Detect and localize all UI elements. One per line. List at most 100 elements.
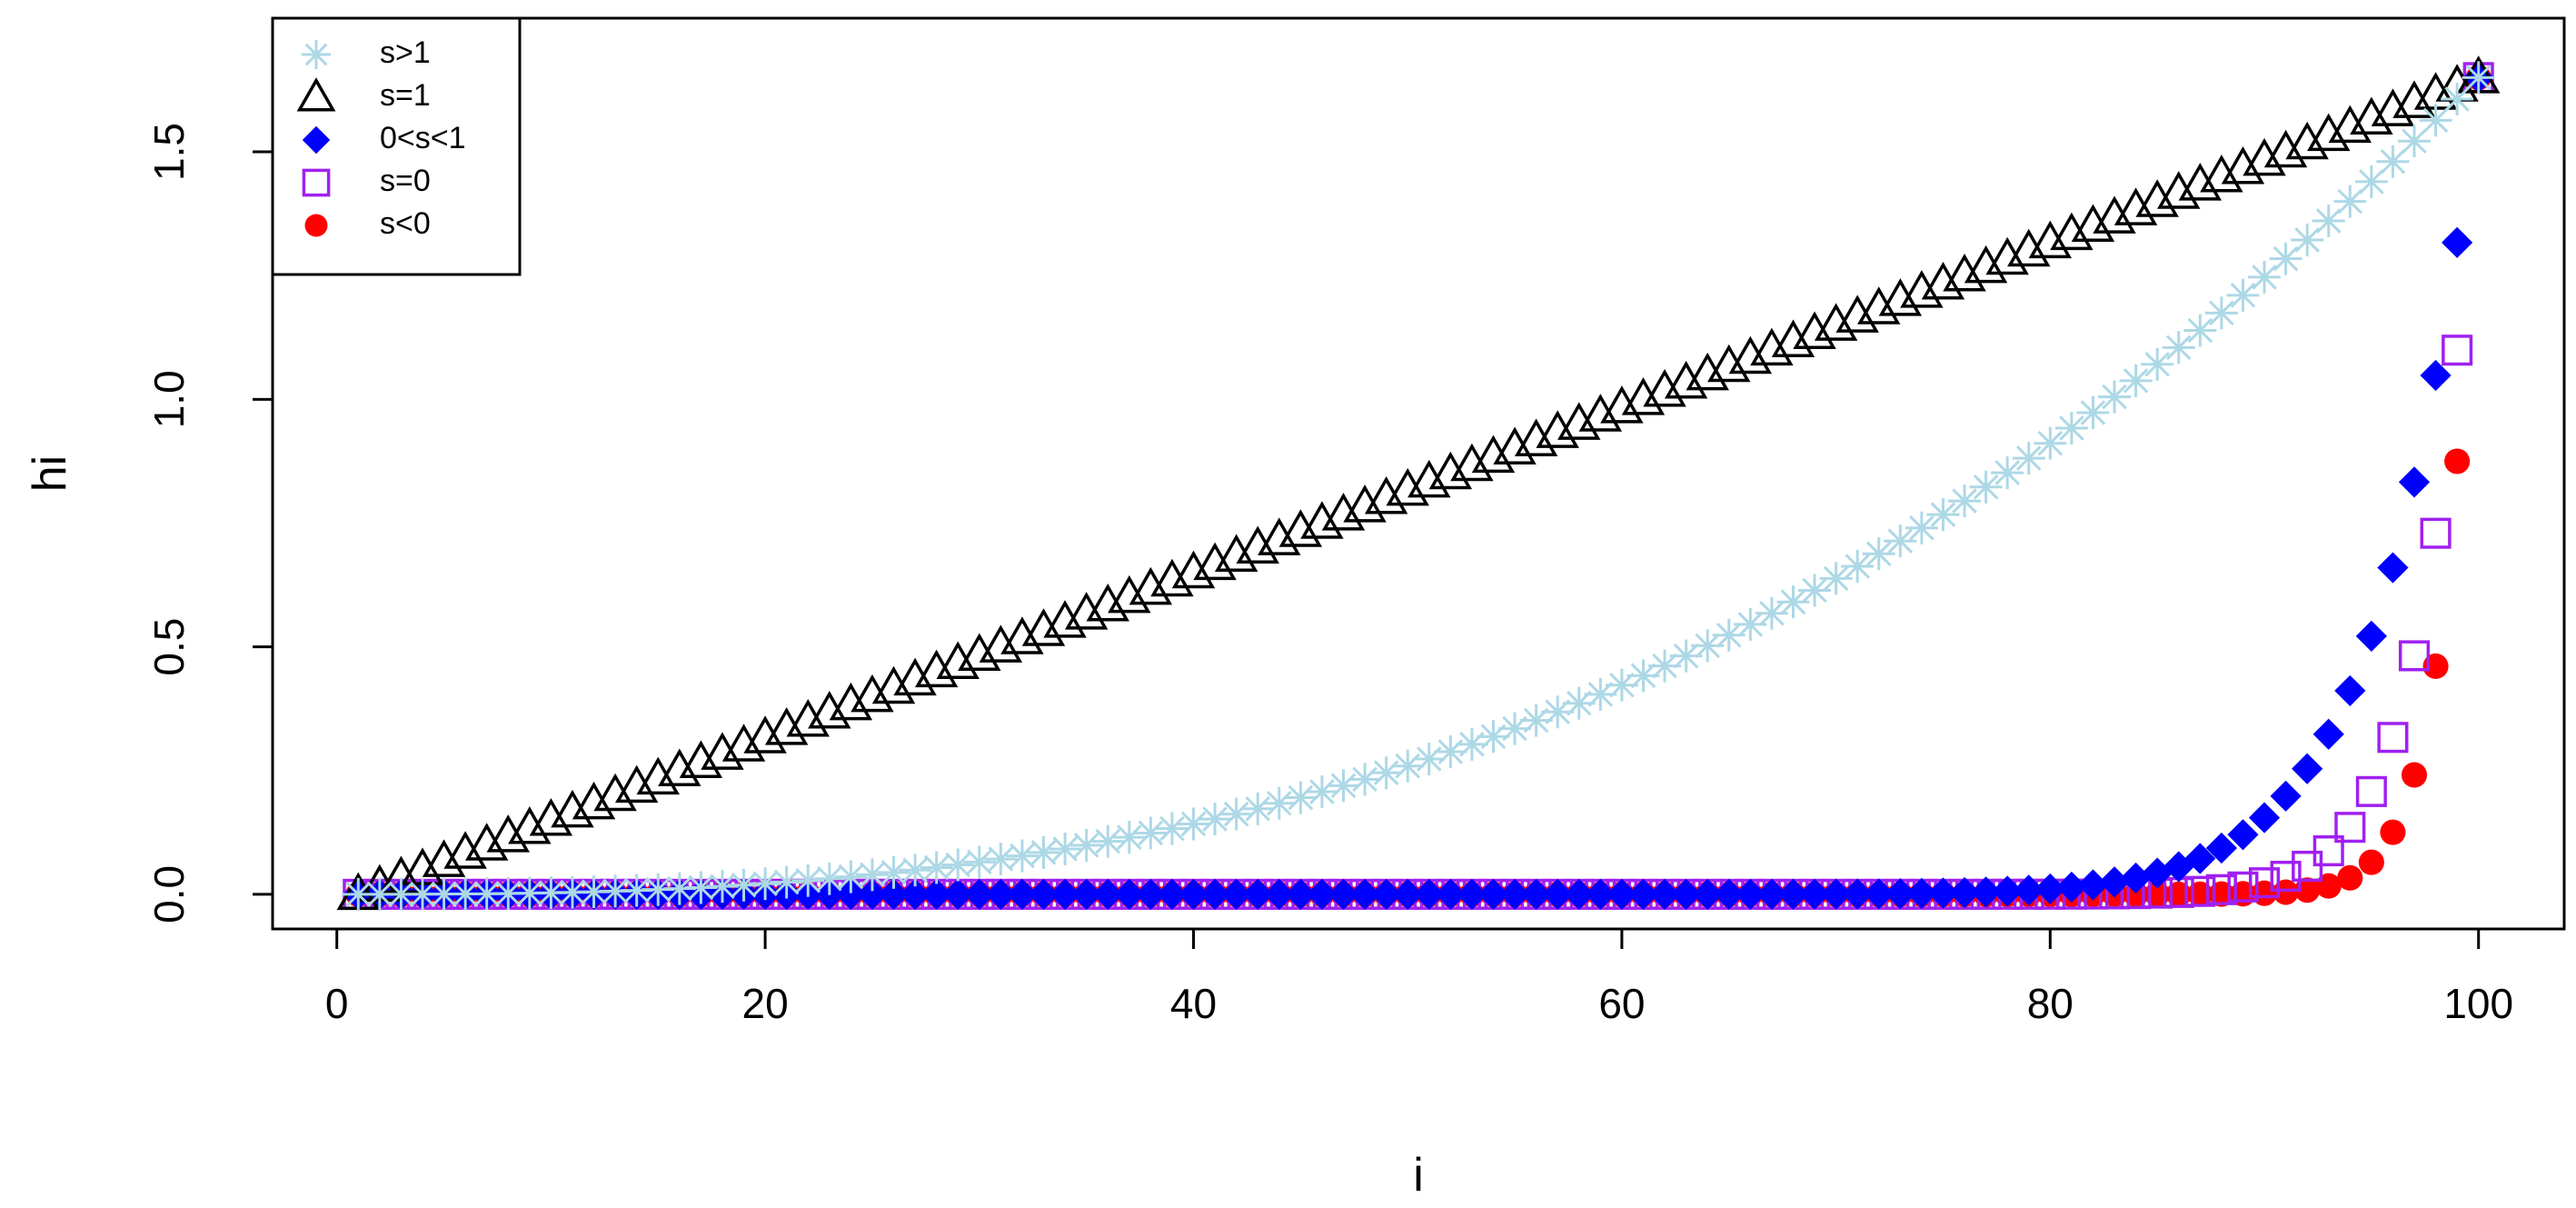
data-point bbox=[855, 858, 889, 892]
data-point bbox=[1643, 369, 1686, 407]
data-point bbox=[464, 823, 509, 861]
legend-marker bbox=[302, 40, 331, 69]
data-point bbox=[871, 665, 916, 704]
data-point bbox=[856, 878, 889, 910]
data-point bbox=[2054, 412, 2088, 445]
data-point bbox=[1284, 781, 1318, 814]
data-point bbox=[942, 878, 974, 910]
data-point bbox=[1241, 792, 1275, 825]
data-point bbox=[551, 789, 594, 828]
data-point bbox=[2419, 104, 2452, 137]
data-point bbox=[1905, 511, 1938, 544]
data-point bbox=[2028, 220, 2073, 259]
data-point bbox=[985, 878, 1017, 910]
data-point bbox=[984, 843, 1018, 876]
data-point bbox=[914, 649, 959, 688]
data-point bbox=[1005, 839, 1039, 873]
data-point bbox=[1477, 720, 1510, 754]
data-point bbox=[1455, 727, 1488, 761]
data-point bbox=[2398, 640, 2431, 672]
data-point bbox=[1150, 558, 1194, 597]
data-point bbox=[508, 806, 552, 844]
data-point bbox=[2200, 155, 2243, 193]
data-point bbox=[2162, 331, 2195, 364]
data-point bbox=[1263, 878, 1295, 910]
data-point bbox=[679, 740, 723, 778]
data-point bbox=[1991, 456, 2024, 490]
data-point bbox=[1220, 878, 1252, 910]
data-point bbox=[1755, 596, 1788, 630]
data-point bbox=[636, 756, 680, 795]
data-point bbox=[1985, 236, 2029, 275]
data-point bbox=[1514, 418, 1558, 456]
data-point bbox=[1793, 311, 1836, 349]
data-point bbox=[2377, 552, 2409, 584]
data-point bbox=[1885, 878, 1916, 910]
data-point bbox=[1328, 878, 1359, 910]
data-point bbox=[1814, 303, 1858, 341]
data-point bbox=[1692, 878, 1724, 910]
data-point bbox=[2034, 426, 2067, 460]
data-point bbox=[2333, 185, 2367, 218]
data-point bbox=[2157, 171, 2201, 209]
data-point bbox=[2270, 780, 2302, 812]
data-point bbox=[577, 875, 611, 909]
data-point bbox=[1456, 878, 1488, 910]
data-point bbox=[2120, 862, 2152, 894]
data-point bbox=[1943, 253, 1986, 292]
data-point bbox=[1113, 878, 1145, 910]
data-point bbox=[2350, 96, 2393, 135]
data-point bbox=[2248, 260, 2282, 294]
data-point bbox=[1049, 878, 1081, 910]
data-point bbox=[1370, 878, 1402, 910]
data-point bbox=[2055, 871, 2087, 904]
data-point bbox=[1450, 443, 1494, 482]
data-point bbox=[2292, 753, 2323, 784]
data-point bbox=[899, 854, 932, 887]
data-point bbox=[1049, 832, 1082, 865]
data-point bbox=[786, 699, 830, 737]
data-point bbox=[1198, 878, 1231, 910]
data-point bbox=[941, 848, 975, 882]
data-point bbox=[1498, 878, 1531, 910]
y-tick-label: 1.5 bbox=[145, 123, 193, 181]
data-point bbox=[1214, 534, 1258, 573]
data-point bbox=[1069, 828, 1103, 862]
data-point bbox=[486, 814, 530, 853]
data-point bbox=[1520, 878, 1552, 910]
data-point bbox=[1606, 878, 1638, 910]
data-point bbox=[1305, 775, 1338, 809]
data-point bbox=[1343, 484, 1387, 523]
data-point bbox=[1884, 524, 1917, 558]
data-point bbox=[900, 878, 931, 910]
data-point bbox=[1198, 803, 1232, 836]
data-point bbox=[1670, 878, 1702, 910]
data-point bbox=[1091, 824, 1125, 858]
x-tick-label: 20 bbox=[742, 980, 789, 1027]
data-point bbox=[422, 839, 466, 877]
legend-marker bbox=[296, 77, 336, 112]
legend-label: 0<s<1 bbox=[380, 121, 466, 155]
data-point bbox=[1905, 877, 1937, 909]
data-point bbox=[1364, 476, 1408, 514]
data-point bbox=[2270, 860, 2302, 893]
data-point bbox=[1177, 807, 1210, 841]
data-point bbox=[1563, 878, 1595, 910]
data-point bbox=[701, 732, 744, 770]
data-point bbox=[2248, 802, 2281, 834]
data-point bbox=[808, 690, 851, 729]
data-point bbox=[1969, 470, 2003, 504]
data-point bbox=[1841, 549, 1875, 583]
data-point bbox=[1070, 878, 1102, 910]
data-point bbox=[1171, 550, 1216, 589]
data-point bbox=[1777, 878, 1809, 910]
data-point bbox=[791, 864, 825, 897]
data-point bbox=[1755, 878, 1788, 910]
data-point bbox=[2380, 819, 2406, 845]
data-point bbox=[1262, 786, 1296, 820]
data-point bbox=[2355, 775, 2387, 807]
data-point bbox=[1477, 878, 1509, 910]
data-point bbox=[1135, 878, 1167, 910]
data-point bbox=[812, 862, 846, 895]
